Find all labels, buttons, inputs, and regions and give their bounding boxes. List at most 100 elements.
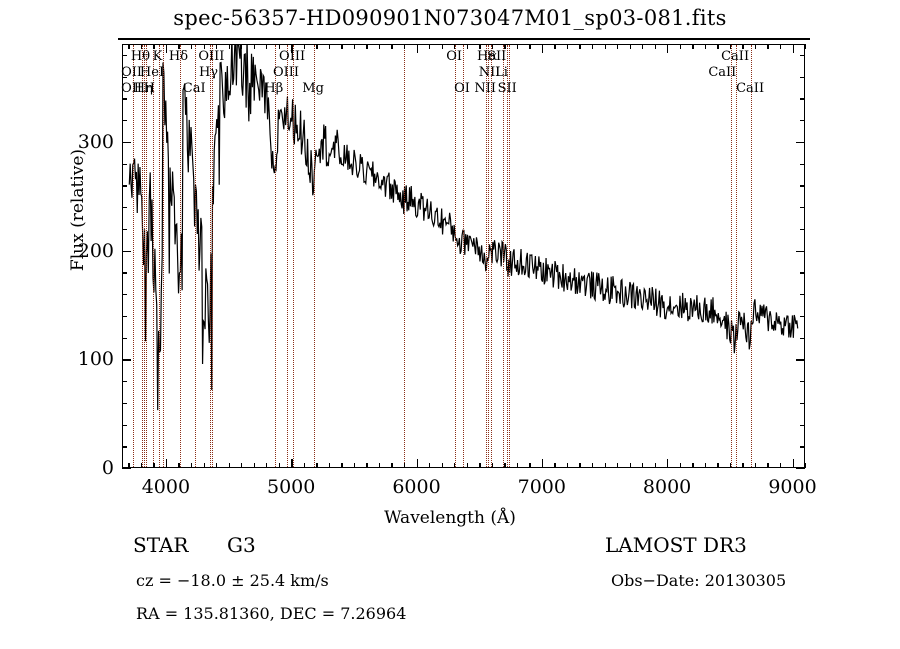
spectral-line-marker — [274, 45, 277, 467]
plot-area — [123, 45, 804, 467]
x-tick — [328, 463, 331, 468]
y-tick — [122, 468, 131, 470]
spectral-line-marker — [314, 45, 316, 467]
spectral-line-marker — [195, 45, 197, 467]
spectral-line-label: Hθ — [130, 49, 151, 64]
x-tick — [504, 463, 506, 468]
x-tick-top — [742, 44, 744, 49]
x-tick-top — [253, 44, 255, 49]
x-tick-top — [341, 44, 343, 49]
y-tick — [122, 337, 127, 339]
spectral-line-marker — [144, 45, 146, 467]
x-tick — [529, 463, 531, 468]
y-tick-right — [800, 228, 805, 231]
spectral-line-marker — [488, 45, 490, 467]
x-tick-top — [516, 44, 519, 49]
x-tick-top — [617, 44, 619, 49]
x-tick-top — [466, 44, 468, 49]
x-tick-top — [190, 44, 193, 49]
x-tick — [316, 463, 318, 468]
x-tick — [717, 463, 719, 468]
x-tick-top — [504, 44, 506, 49]
y-tick — [122, 294, 127, 296]
x-tick-top — [491, 44, 494, 49]
x-tick — [253, 463, 255, 468]
x-tick-label: 7000 — [517, 476, 566, 498]
x-tick — [216, 463, 218, 468]
object-type-label: STAR — [133, 533, 189, 557]
spectral-line-label: H — [143, 81, 155, 96]
y-tick — [122, 402, 127, 405]
x-tick-top — [805, 44, 807, 49]
x-tick — [805, 463, 807, 468]
x-tick-top — [704, 44, 707, 49]
y-tick-right — [800, 98, 805, 100]
x-tick — [228, 463, 230, 468]
x-tick — [404, 463, 406, 468]
x-tick-top — [128, 44, 130, 49]
spectral-line-marker — [132, 45, 135, 467]
x-tick — [479, 463, 481, 468]
y-tick-right — [796, 359, 805, 361]
x-tick-top — [178, 44, 180, 49]
x-tick-top — [566, 44, 569, 49]
spectral-line-marker — [509, 45, 511, 467]
x-tick-top — [203, 44, 205, 49]
spectral-line-label: CaII — [721, 49, 750, 64]
y-tick-right — [800, 381, 805, 383]
spectral-line-label: Mg — [302, 81, 324, 96]
y-tick-right — [796, 250, 805, 252]
y-tick-label: 200 — [77, 239, 114, 262]
spectral-line-marker — [146, 45, 148, 467]
y-tick-right — [800, 163, 805, 165]
x-tick-top — [241, 44, 243, 49]
x-tick-top — [592, 44, 594, 49]
x-tick — [303, 463, 306, 468]
x-tick — [128, 463, 130, 468]
page-title: spec-56357-HD090901N073047M01_sp03-081.f… — [173, 6, 727, 30]
x-tick — [729, 463, 732, 468]
spectral-line-label: Hγ — [198, 65, 219, 80]
spectral-line-label: CaII — [736, 81, 765, 96]
x-tick — [779, 463, 782, 468]
x-axis-title: Wavelength (Å) — [384, 508, 516, 528]
y-tick — [122, 250, 131, 252]
y-tick — [122, 163, 127, 165]
x-tick-top — [404, 44, 406, 49]
x-tick-top — [228, 44, 230, 49]
spectral-line-marker — [736, 45, 738, 467]
x-tick — [692, 463, 694, 468]
x-tick — [454, 463, 456, 468]
spectral-line-label: CaII — [708, 65, 737, 80]
x-tick-top — [291, 44, 293, 53]
y-tick — [122, 76, 127, 78]
x-tick-top — [429, 44, 431, 49]
x-tick-top — [216, 44, 218, 49]
x-tick — [366, 463, 368, 468]
x-tick-top — [792, 44, 794, 53]
spectral-line-label: Hβ — [264, 81, 284, 96]
x-tick — [140, 463, 143, 468]
x-tick — [341, 463, 343, 468]
x-tick-top — [140, 44, 143, 49]
y-tick-right — [800, 120, 805, 122]
y-tick — [122, 54, 127, 57]
y-tick — [122, 446, 127, 448]
spectral-line-label: OIII — [279, 49, 306, 64]
spectral-line-label: K — [152, 49, 163, 64]
x-tick-top — [416, 44, 418, 53]
spectral-line-label: OI — [454, 81, 470, 96]
x-tick-label: 9000 — [768, 476, 817, 498]
x-tick — [629, 463, 631, 468]
spectral-line-label: OII — [121, 81, 143, 96]
x-tick — [754, 463, 757, 468]
x-tick — [429, 463, 431, 468]
x-tick-top — [366, 44, 368, 49]
spectral-line-marker — [212, 45, 214, 467]
spectral-line-marker — [293, 45, 295, 467]
y-tick — [122, 359, 131, 361]
spectral-line-marker — [287, 45, 289, 467]
x-tick-top — [378, 44, 381, 49]
x-tick — [241, 463, 243, 468]
spectral-line-label: OIII — [198, 49, 225, 64]
